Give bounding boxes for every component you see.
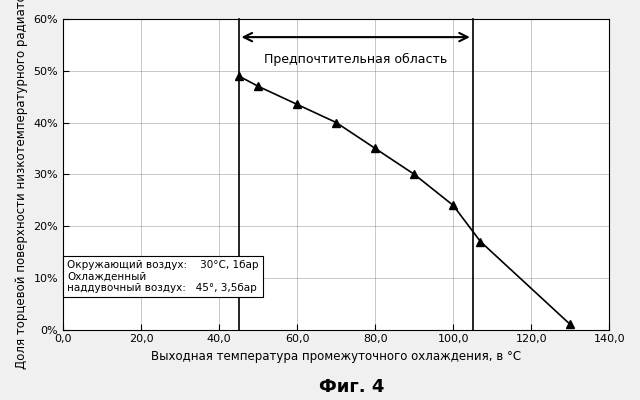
Text: Предпочтительная область: Предпочтительная область xyxy=(264,53,447,66)
Text: Окружающий воздух:    30°C, 1бар
Охлажденный
наддувочный воздух:   45°, 3,5бар: Окружающий воздух: 30°C, 1бар Охлажденны… xyxy=(67,260,259,293)
Y-axis label: Доля торцевой поверхности низкотемпературного радиатора: Доля торцевой поверхности низкотемперату… xyxy=(15,0,28,369)
Text: Фиг. 4: Фиг. 4 xyxy=(319,378,385,396)
X-axis label: Выходная температура промежуточного охлаждения, в °C: Выходная температура промежуточного охла… xyxy=(151,350,521,363)
